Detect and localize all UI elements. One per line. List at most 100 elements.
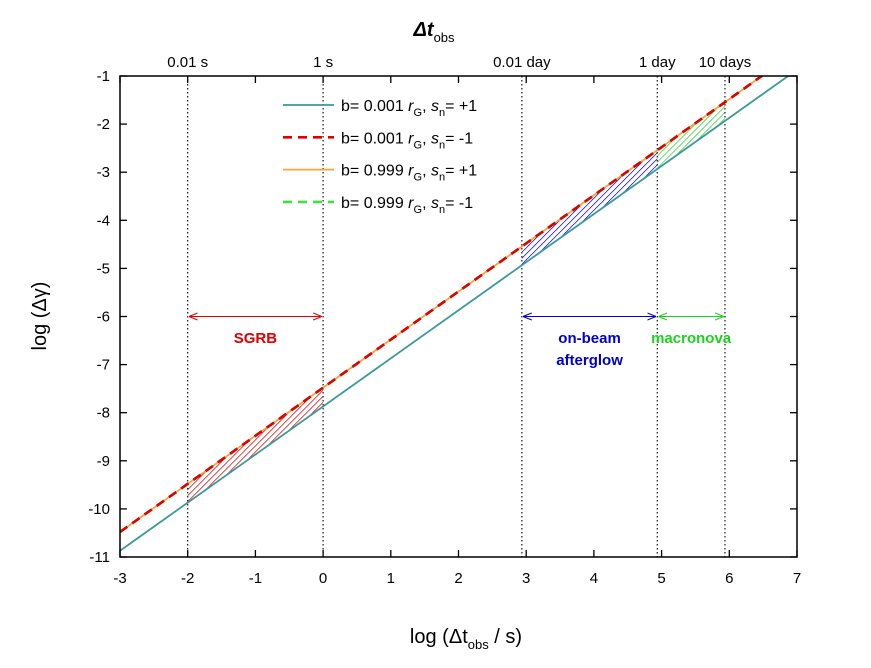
x-tick-label: 4 <box>590 570 598 587</box>
region-annotations: SGRB on-beam afterglow macronova <box>190 317 732 369</box>
hatch-line <box>258 387 324 503</box>
hatch-line <box>300 387 324 503</box>
hatch-line <box>532 150 658 266</box>
hatch-line <box>0 328 152 563</box>
y-axis-ticks: -11 -10 -9 -8 -7 -6 -5 -4 -3 -2 -1 <box>88 68 797 566</box>
hatch-line <box>270 387 324 503</box>
hatch-regions <box>0 42 871 563</box>
hatch-line <box>657 102 725 170</box>
hatch-line <box>246 387 324 503</box>
hatch-line <box>657 102 725 170</box>
hatch-line <box>657 102 712 170</box>
region-label-SGRB: SGRB <box>234 330 278 347</box>
hatch-line <box>306 387 324 503</box>
hatch-line <box>701 90 871 325</box>
hatch-line <box>204 387 324 503</box>
hatch-line <box>544 150 658 266</box>
hatch-line <box>0 328 164 563</box>
top-tick-label: 0.01 day <box>493 54 551 71</box>
hatch-line <box>657 102 718 170</box>
hatch-line <box>734 42 871 229</box>
hatch-line <box>458 42 645 229</box>
hatch-line <box>521 150 658 266</box>
hatch-line <box>683 90 871 325</box>
legend-label-3: b= 0.999 rG, sn= +1 <box>341 163 477 184</box>
x-axis-title-main: log (Δt <box>410 626 468 648</box>
top-tick-label: 1 day <box>639 54 676 71</box>
hatch-line <box>521 150 658 266</box>
hatch-line <box>187 387 324 503</box>
hatch-line <box>187 387 324 503</box>
hatch-line <box>652 150 658 266</box>
hatch-line <box>187 387 260 503</box>
hatch-line <box>187 387 324 503</box>
x-tick-label: 1 <box>387 570 395 587</box>
hatch-line <box>337 328 572 563</box>
x-tick-label: -1 <box>249 570 262 587</box>
hatch-line <box>616 150 658 266</box>
x-tick-label: 7 <box>793 570 801 587</box>
hatch-line <box>776 42 871 229</box>
top-axis-title-sub: obs <box>434 30 455 45</box>
legend-label-2: b= 0.001 rG, sn= -1 <box>341 130 473 151</box>
series-line-1 <box>120 76 790 552</box>
x-tick-label: 2 <box>454 570 462 587</box>
hatch-line <box>210 387 324 503</box>
hatch-line <box>657 102 724 170</box>
hatch-line <box>0 328 134 563</box>
x-tick-label: -3 <box>113 570 126 587</box>
x-tick-label: 6 <box>725 570 733 587</box>
hatch-line <box>187 387 236 503</box>
hatch-line <box>764 42 871 229</box>
hatch-line <box>707 90 871 325</box>
hatch-line <box>758 42 871 229</box>
hatch-line <box>580 150 658 266</box>
hatch-line <box>521 150 658 266</box>
hatch-line <box>192 387 324 503</box>
hatch-line <box>276 387 324 503</box>
hatch-line <box>187 387 324 503</box>
y-axis-title: log (Δγ) <box>29 282 51 351</box>
hatch-line <box>521 150 658 266</box>
region-label-macronova: macronova <box>651 330 732 347</box>
hatch-line <box>668 102 725 170</box>
hatch-line <box>657 102 725 170</box>
hatch-line <box>187 387 284 503</box>
x-axis-title-sub: obs <box>468 637 489 652</box>
hatch-line <box>282 387 324 503</box>
hatch-line <box>222 387 324 503</box>
hatch-line <box>662 102 725 170</box>
hatch-line <box>228 387 324 503</box>
hatch-line <box>782 42 871 229</box>
hatch-line <box>355 328 590 563</box>
hatch-line <box>713 90 871 325</box>
legend-label-4: b= 0.999 rG, sn= -1 <box>341 195 473 216</box>
hatch-line <box>187 387 324 503</box>
hatch-line <box>640 150 658 266</box>
hatch-line <box>331 328 566 563</box>
hatch-line <box>752 42 871 229</box>
hatch-line <box>312 387 324 503</box>
top-tick-label: 10 days <box>699 54 752 71</box>
y-tick-label: -11 <box>89 549 110 566</box>
hatch-line <box>550 150 658 266</box>
hatch-line <box>0 328 182 563</box>
hatch-line <box>521 150 658 266</box>
hatch-line <box>0 328 146 563</box>
hatch-line <box>521 150 658 266</box>
y-tick-label: -2 <box>97 116 110 133</box>
hatch-line <box>187 387 254 503</box>
region-label-on-beam-afterglow: on-beam afterglow <box>556 330 623 369</box>
hatch-line <box>0 328 176 563</box>
hatch-line <box>187 387 324 503</box>
x-axis-title-end: / s) <box>489 626 522 648</box>
hatch-line <box>187 387 188 503</box>
hatch-line <box>198 387 324 503</box>
hatch-line <box>610 150 658 266</box>
hatch-line <box>521 150 658 266</box>
hatch-line <box>646 150 658 266</box>
top-tick-label: 1 s <box>313 54 333 71</box>
hatch-line <box>556 150 658 266</box>
x-tick-label: 0 <box>319 570 327 587</box>
